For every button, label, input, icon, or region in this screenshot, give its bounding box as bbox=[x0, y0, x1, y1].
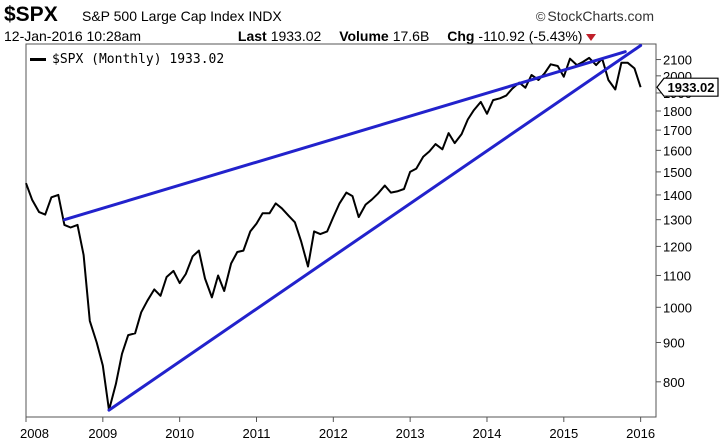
y-tick-label: 1000 bbox=[663, 300, 692, 315]
change-label: Chg bbox=[447, 28, 475, 44]
y-tick-label: 1300 bbox=[663, 213, 692, 228]
index-name: S&P 500 Large Cap Index INDX bbox=[82, 8, 282, 24]
change-value: -110.92 (-5.43%) bbox=[478, 28, 583, 44]
x-tick-label: 2013 bbox=[396, 426, 425, 441]
y-tick-label: 900 bbox=[663, 335, 685, 350]
timestamp: 12-Jan-2016 10:28am bbox=[4, 28, 141, 44]
copyright-icon: © bbox=[535, 9, 546, 24]
x-tick-label: 2016 bbox=[626, 426, 655, 441]
brand-name: StockCharts.com bbox=[547, 8, 654, 24]
y-tick-label: 1400 bbox=[663, 188, 692, 203]
y-tick-label: 1700 bbox=[663, 123, 692, 138]
chart-legend: $SPX (Monthly) 1933.02 bbox=[30, 52, 224, 67]
plot-frame bbox=[25, 43, 657, 418]
y-tick-label: 2100 bbox=[663, 53, 692, 68]
x-tick-label: 2008 bbox=[20, 426, 49, 441]
last-value: 1933.02 bbox=[270, 28, 322, 44]
y-tick-label: 1500 bbox=[663, 165, 692, 180]
y-tick-label: 1600 bbox=[663, 143, 692, 158]
series-line-spx bbox=[25, 56, 642, 412]
y-tick-label: 800 bbox=[663, 375, 685, 390]
y-tick-label: 1800 bbox=[663, 104, 692, 119]
x-tick-label: 2015 bbox=[549, 426, 578, 441]
last-value-tag bbox=[656, 77, 719, 97]
exchange-code: INDX bbox=[248, 8, 282, 24]
lower-trendline bbox=[107, 44, 643, 412]
down-arrow-icon bbox=[586, 33, 597, 41]
last-label: Last bbox=[237, 28, 267, 44]
y-tick-label: 1100 bbox=[663, 268, 691, 283]
index-full-name: S&P 500 Large Cap Index bbox=[82, 8, 245, 24]
legend-swatch bbox=[30, 58, 46, 61]
chart-header: $SPX S&P 500 Large Cap Index INDX © Stock… bbox=[0, 0, 720, 50]
brand-watermark: © StockCharts.com bbox=[536, 8, 654, 24]
ticker-symbol: $SPX bbox=[4, 3, 58, 26]
quote-line: 12-Jan-2016 10:28am Last 1933.02 Volume 17… bbox=[4, 28, 597, 44]
last-value-label: 1933.02 bbox=[668, 80, 715, 95]
x-tick-label: 2010 bbox=[165, 426, 194, 441]
x-tick-label: 2014 bbox=[473, 426, 502, 441]
volume-value: 17.6B bbox=[392, 28, 430, 44]
x-tick-label: 2009 bbox=[88, 426, 117, 441]
legend-label: $SPX (Monthly) 1933.02 bbox=[52, 52, 225, 67]
upper-trendline bbox=[62, 50, 627, 222]
y-tick-label: 1200 bbox=[663, 239, 692, 254]
volume-label: Volume bbox=[339, 28, 389, 44]
x-tick-label: 2012 bbox=[319, 426, 348, 441]
x-tick-label: 2011 bbox=[243, 426, 271, 441]
